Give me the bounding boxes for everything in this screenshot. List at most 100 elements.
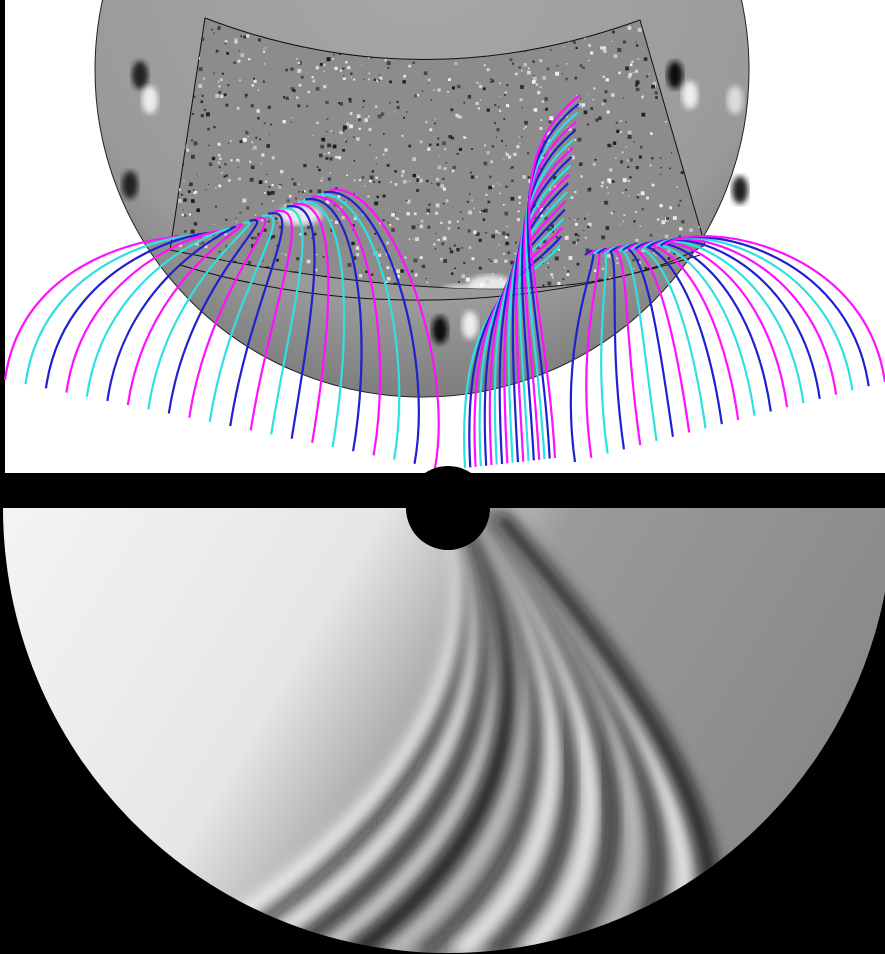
speckle-dot <box>321 138 325 142</box>
speckle-dot <box>456 248 459 251</box>
speckle-dot <box>565 78 568 81</box>
speckle-dot <box>194 191 197 194</box>
speckle-dot <box>521 136 522 137</box>
speckle-dot <box>646 75 648 77</box>
speckle-dot <box>215 187 216 188</box>
speckle-dot <box>567 270 569 272</box>
speckle-dot <box>233 61 235 63</box>
speckle-dot <box>201 101 204 104</box>
speckle-dot <box>396 101 398 103</box>
speckle-dot <box>411 270 414 273</box>
speckle-dot <box>561 117 562 118</box>
speckle-dot <box>542 101 544 103</box>
speckle-dot <box>191 139 193 141</box>
speckle-dot <box>237 107 240 110</box>
speckle-dot <box>467 201 469 203</box>
speckle-dot <box>236 218 237 219</box>
speckle-dot <box>574 219 576 221</box>
speckle-dot <box>510 168 511 169</box>
speckle-dot <box>335 156 338 159</box>
speckle-dot <box>569 256 573 260</box>
speckle-dot <box>239 212 241 214</box>
speckle-dot <box>199 243 201 245</box>
speckle-dot <box>440 258 443 261</box>
speckle-dot <box>523 128 525 130</box>
speckle-dot <box>378 249 379 250</box>
speckle-dot <box>623 221 624 222</box>
speckle-dot <box>454 62 457 65</box>
speckle-dot <box>506 104 509 107</box>
speckle-dot <box>469 193 470 194</box>
speckle-dot <box>243 36 246 39</box>
speckle-dot <box>617 262 619 264</box>
speckle-dot <box>259 138 261 140</box>
speckle-dot <box>246 35 249 38</box>
speckle-dot <box>309 190 312 193</box>
speckle-dot <box>623 97 624 98</box>
speckle-dot <box>319 154 323 158</box>
speckle-dot <box>428 204 430 206</box>
speckle-dot <box>223 175 225 177</box>
speckle-dot <box>511 166 513 168</box>
speckle-dot <box>492 185 494 187</box>
speckle-dot <box>576 47 578 49</box>
speckle-dot <box>577 263 580 266</box>
speckle-dot <box>569 218 570 219</box>
speckle-dot <box>458 227 460 229</box>
speckle-dot <box>549 116 553 120</box>
speckle-dot <box>396 269 400 273</box>
speckle-dot <box>425 121 427 123</box>
speckle-dot <box>585 237 587 239</box>
speckle-dot <box>417 224 418 225</box>
speckle-dot <box>638 28 642 32</box>
speckle-dot <box>479 85 482 88</box>
speckle-dot <box>557 282 560 285</box>
speckle-dot <box>555 256 559 260</box>
speckle-dot <box>582 103 585 106</box>
speckle-dot <box>494 122 496 124</box>
speckle-dot <box>191 155 195 159</box>
speckle-dot <box>462 218 463 219</box>
speckle-dot <box>298 191 299 192</box>
speckle-dot <box>252 149 253 150</box>
speckle-dot <box>507 251 510 254</box>
speckle-dot <box>413 174 416 177</box>
speckle-dot <box>593 163 596 166</box>
speckle-dot <box>379 74 380 75</box>
speckle-dot <box>660 174 661 175</box>
speckle-dot <box>611 212 613 214</box>
speckle-dot <box>189 182 193 186</box>
speckle-dot <box>351 242 354 245</box>
speckle-dot <box>642 95 644 97</box>
speckle-dot <box>655 254 657 256</box>
speckle-dot <box>438 166 442 170</box>
speckle-dot <box>369 73 371 75</box>
speckle-dot <box>668 257 671 260</box>
separator <box>0 473 885 508</box>
speckle-dot <box>479 239 482 242</box>
disk-spot <box>682 81 698 109</box>
speckle-dot <box>485 194 487 196</box>
speckle-dot <box>678 204 680 206</box>
speckle-dot <box>470 172 472 174</box>
speckle-dot <box>330 130 332 132</box>
speckle-dot <box>612 180 615 183</box>
speckle-dot <box>431 99 432 100</box>
speckle-dot <box>397 218 399 220</box>
speckle-dot <box>633 268 634 269</box>
speckle-dot <box>549 121 552 124</box>
speckle-dot <box>248 58 250 60</box>
speckle-dot <box>268 186 270 188</box>
speckle-dot <box>240 53 244 57</box>
speckle-dot <box>504 212 508 216</box>
speckle-dot <box>546 68 549 71</box>
disk-spot <box>462 311 478 339</box>
speckle-dot <box>650 165 652 167</box>
speckle-dot <box>487 109 490 112</box>
speckle-dot <box>461 247 463 249</box>
speckle-dot <box>587 188 591 192</box>
speckle-dot <box>353 78 355 80</box>
speckle-dot <box>209 163 212 166</box>
speckle-dot <box>361 64 362 65</box>
speckle-dot <box>403 180 407 184</box>
